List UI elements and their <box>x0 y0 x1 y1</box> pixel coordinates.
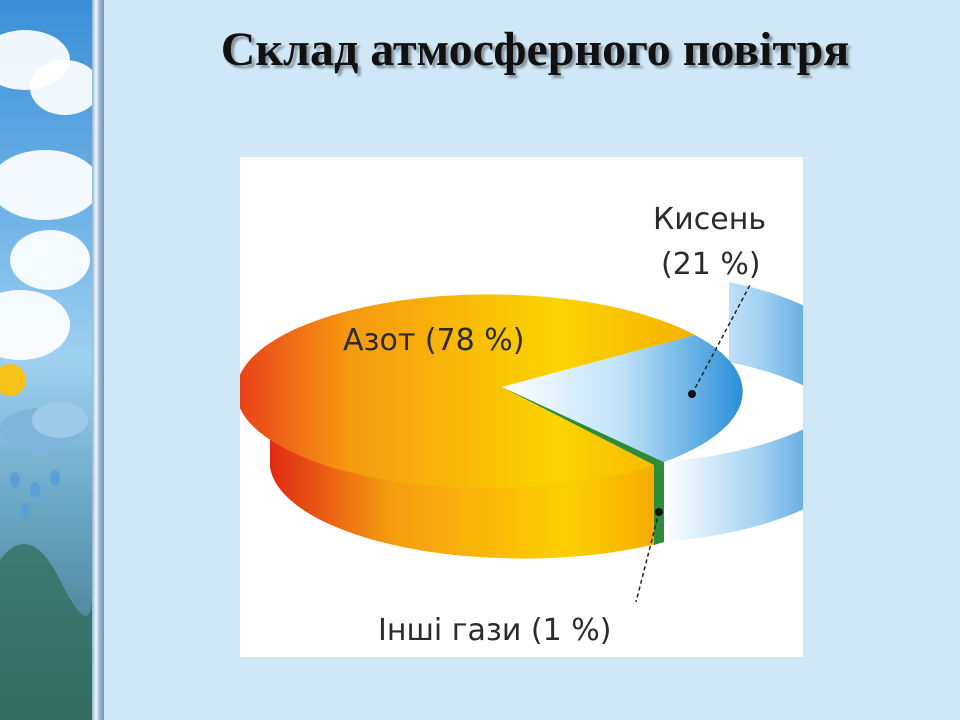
cloud-shape <box>10 230 90 290</box>
nitrogen-label: Азот (78 %) <box>343 323 524 358</box>
other-gases-leader-line <box>635 511 660 603</box>
oxygen-label-line1: Кисень <box>653 202 766 237</box>
other-gases-slice-side <box>654 462 664 545</box>
pie-chart: Азот (78 %) Кисень (21 %) Інші гази (1 %… <box>240 202 803 648</box>
oxygen-slice-top <box>502 335 743 462</box>
aurora-shape <box>0 544 92 720</box>
oxygen-leader-dot <box>688 390 696 398</box>
page-title: Склад атмосферного повітря <box>220 23 850 76</box>
decorative-divider <box>92 0 104 720</box>
other-gases-label: Інші гази (1 %) <box>378 613 611 648</box>
weather-icons <box>0 364 92 720</box>
chart-panel: Азот (78 %) Кисень (21 %) Інші гази (1 %… <box>240 157 803 657</box>
sun-icon <box>0 364 26 396</box>
other-gases-leader-dot <box>655 508 663 516</box>
oxygen-slice-side <box>664 282 803 542</box>
oxygen-label-line2: (21 %) <box>661 247 761 282</box>
other-gases-slice-top <box>502 387 664 465</box>
nitrogen-slice-side <box>270 387 664 559</box>
cloud-shape <box>0 150 92 220</box>
decorative-sky-strip <box>0 0 92 720</box>
rain-drops-icon <box>10 470 60 517</box>
cloud-shape <box>30 60 92 115</box>
nitrogen-slice-top <box>240 294 695 489</box>
